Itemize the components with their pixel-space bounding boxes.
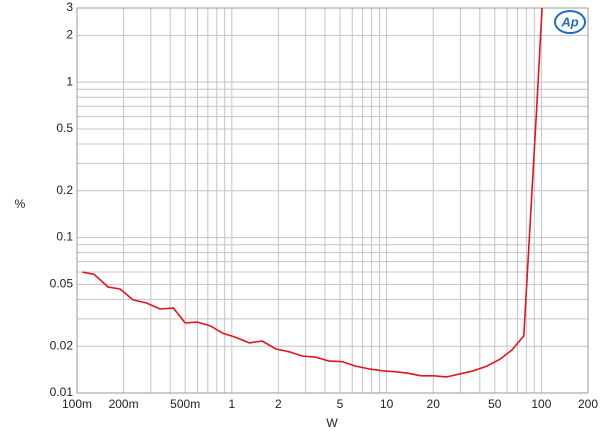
y-tick-label: 0.02 [50,338,74,352]
x-tick-label: 20 [427,397,441,411]
y-tick-label: 1 [66,74,73,88]
x-tick-label: 50 [488,397,502,411]
y-tick-label: 0.2 [56,183,73,197]
x-tick-label: 200m [109,397,139,411]
data-line [82,8,543,378]
plot-area [82,8,543,378]
logo-badge [554,10,586,34]
x-axis-label: W [326,416,338,430]
plot-frame [76,7,589,394]
x-tick-label: 2 [275,397,282,411]
y-tick-label: 3 [66,0,73,14]
x-tick-label: 100m [62,397,92,411]
x-tick-label: 5 [337,397,344,411]
y-tick-label: 0.5 [56,121,73,135]
y-axis-label: % [15,197,26,211]
x-tick-label: 100 [531,397,551,411]
logo-text: Ap [560,14,578,29]
y-tick-label: 0.01 [50,385,74,399]
x-tick-label: 200 [578,397,598,411]
y-tick-label: 0.05 [50,277,74,291]
x-tick-label: 500m [170,397,200,411]
logo: Ap [554,10,586,34]
grid [76,7,589,394]
x-tick-label: 1 [228,397,235,411]
x-tick-label: 10 [380,397,394,411]
y-tick-label: 2 [66,28,73,42]
y-tick-label: 0.1 [56,230,73,244]
